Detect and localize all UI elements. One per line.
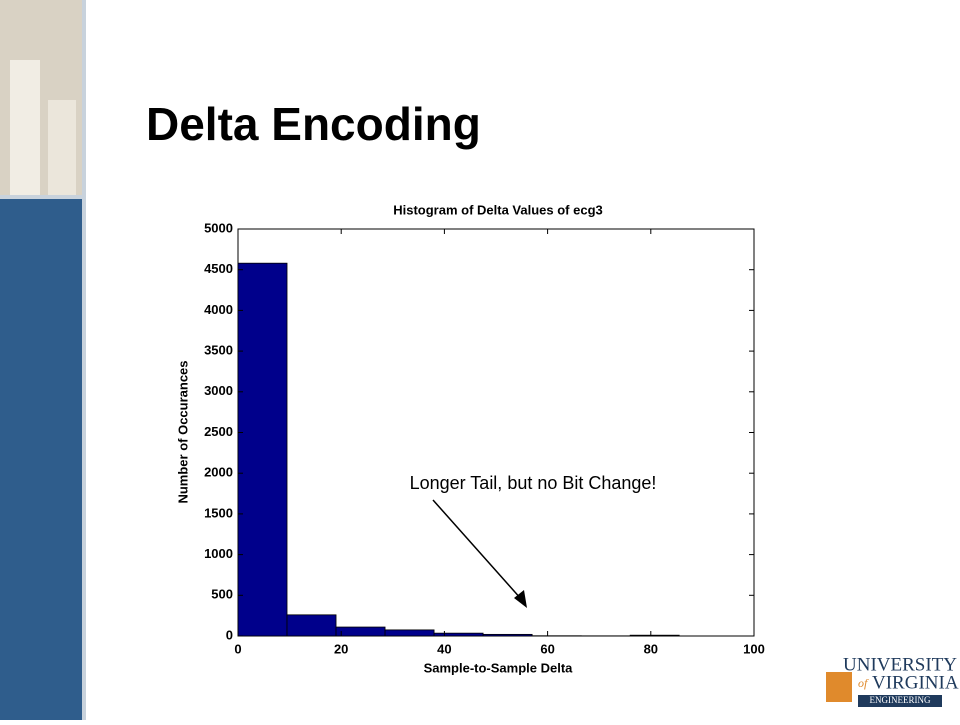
histogram-bar — [630, 635, 679, 636]
y-tick-label: 3500 — [204, 343, 233, 358]
y-tick-label: 0 — [226, 627, 233, 642]
logo-text: of — [858, 676, 869, 690]
logo: UNIVERSITY of VIRGINIA ENGINEERING — [826, 654, 959, 707]
y-tick-label: 2000 — [204, 465, 233, 480]
histogram-bar — [238, 263, 287, 636]
y-axis-label: Number of Occurances — [175, 360, 190, 503]
y-tick-label: 3000 — [204, 383, 233, 398]
annotation-arrow — [433, 500, 522, 600]
x-tick-label: 80 — [644, 641, 658, 656]
column — [10, 60, 40, 195]
histogram-bar — [483, 634, 532, 636]
y-tick-label: 1500 — [204, 505, 233, 520]
plot-frame — [238, 229, 754, 636]
y-tick-label: 4500 — [204, 261, 233, 276]
x-tick-label: 40 — [437, 641, 451, 656]
histogram-bar — [385, 630, 434, 636]
y-tick-label: 4000 — [204, 302, 233, 317]
divider — [0, 195, 86, 199]
histogram-bar — [336, 627, 385, 636]
histogram-bar — [434, 633, 483, 636]
x-tick-label: 60 — [540, 641, 554, 656]
x-tick-label: 20 — [334, 641, 348, 656]
x-tick-label: 100 — [743, 641, 765, 656]
y-tick-label: 2500 — [204, 424, 233, 439]
annotation: Longer Tail, but no Bit Change! — [410, 473, 657, 493]
x-tick-label: 0 — [234, 641, 241, 656]
logo-text: VIRGINIA — [872, 672, 959, 693]
x-axis-label: Sample-to-Sample Delta — [424, 660, 574, 675]
side-edge — [82, 0, 86, 720]
y-tick-label: 5000 — [204, 220, 233, 235]
histogram-bar — [287, 615, 336, 636]
y-tick-label: 1000 — [204, 546, 233, 561]
logo-text: ENGINEERING — [870, 695, 931, 705]
column — [48, 100, 76, 195]
logo-mark — [826, 672, 852, 702]
chart-title: Histogram of Delta Values of ecg3 — [393, 202, 603, 217]
y-tick-label: 500 — [211, 587, 233, 602]
slide-title: Delta Encoding — [146, 98, 481, 150]
